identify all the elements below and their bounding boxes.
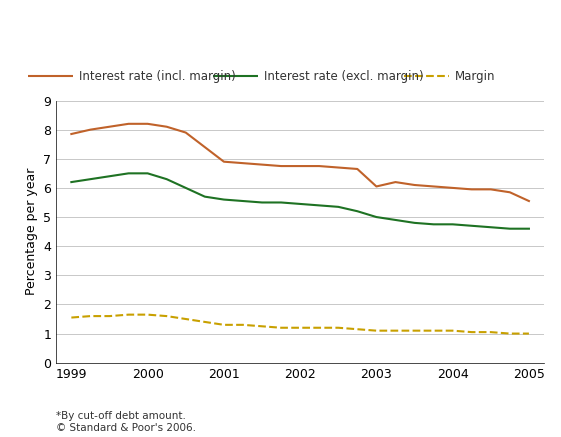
Text: *By cut-off debt amount.
© Standard & Poor's 2006.: *By cut-off debt amount. © Standard & Po… xyxy=(56,411,196,433)
Text: Interest rate (incl. margin): Interest rate (incl. margin) xyxy=(79,70,235,83)
Text: Chart 1: Weighted-Average Interest Rate, Interest Rate Before Margin, and Loan
M: Chart 1: Weighted-Average Interest Rate,… xyxy=(7,7,499,53)
Y-axis label: Percentage per year: Percentage per year xyxy=(25,168,38,295)
Text: Interest rate (excl. margin): Interest rate (excl. margin) xyxy=(264,70,424,83)
Text: Margin: Margin xyxy=(454,70,495,83)
